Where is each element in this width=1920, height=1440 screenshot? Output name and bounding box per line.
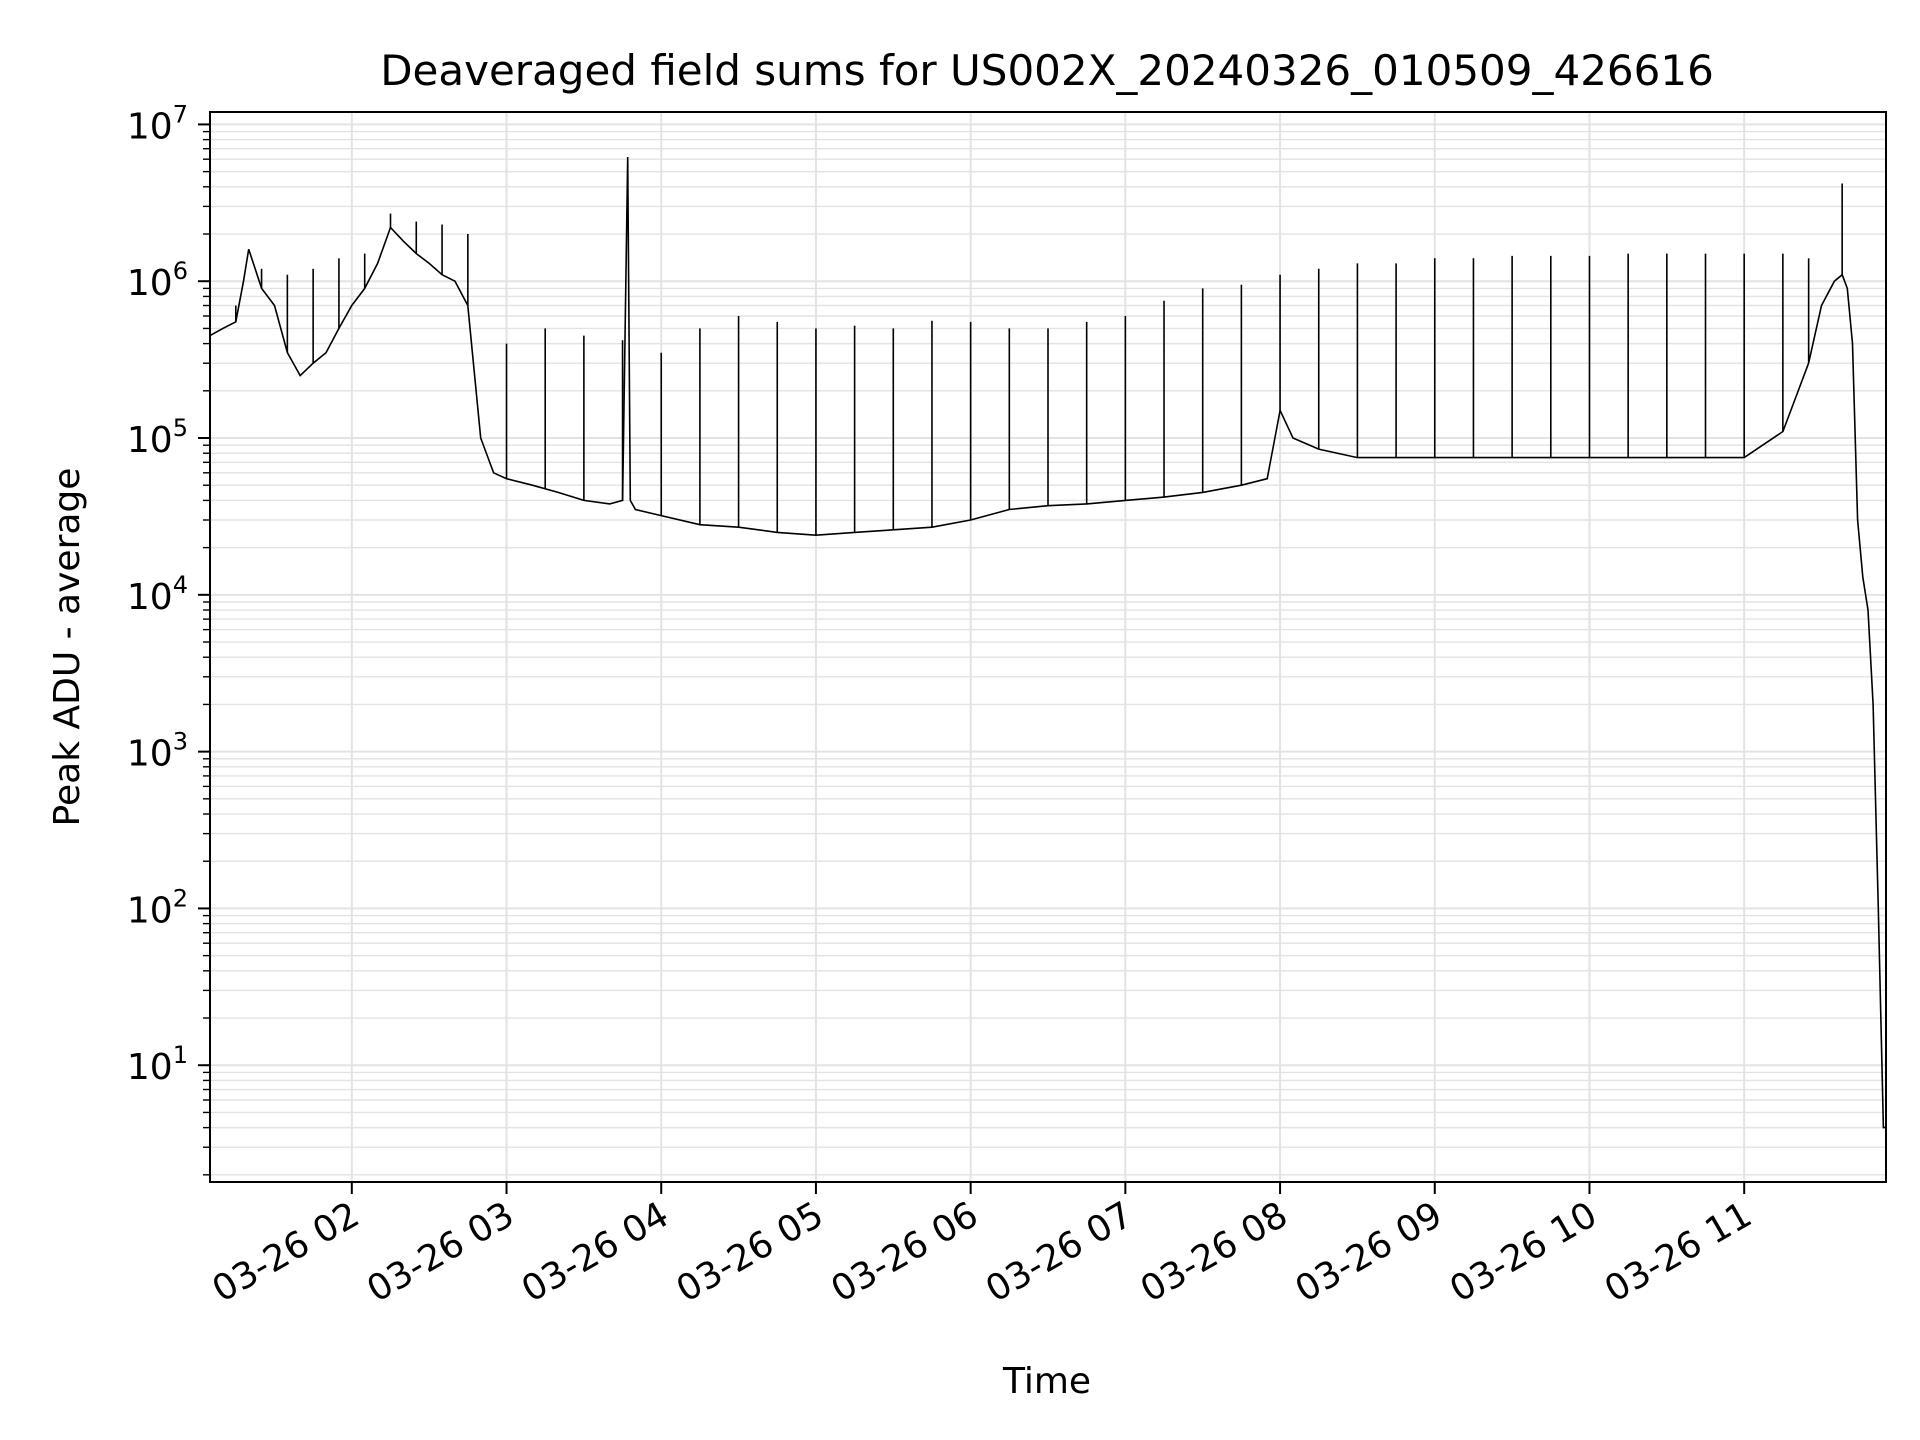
- plot-frame: [209, 111, 1887, 1183]
- y-axis-label: Peak ADU - average: [47, 468, 88, 827]
- series-line: [209, 156, 1886, 1129]
- chart-title: Deaveraged field sums for US002X_2024032…: [380, 46, 1714, 95]
- major-gridlines: [210, 112, 1886, 1182]
- x-axis-label: Time: [1002, 1361, 1091, 1402]
- y-tick-label: 101: [127, 1041, 188, 1088]
- y-tick-label: 106: [127, 257, 188, 304]
- y-axis-ticks: 101 102 103 104 105 106 107: [127, 100, 210, 1176]
- y-tick-label: 107: [127, 100, 188, 147]
- minor-gridlines: [210, 130, 1886, 1176]
- y-tick-label: 103: [127, 728, 188, 775]
- y-tick-label: 104: [127, 571, 188, 618]
- y-tick-label: 102: [127, 884, 188, 931]
- series-spikes: [234, 183, 1843, 536]
- y-tick-label: 105: [127, 414, 188, 461]
